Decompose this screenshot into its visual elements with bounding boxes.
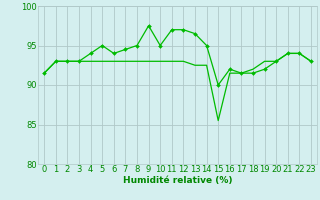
X-axis label: Humidité relative (%): Humidité relative (%)	[123, 176, 232, 185]
